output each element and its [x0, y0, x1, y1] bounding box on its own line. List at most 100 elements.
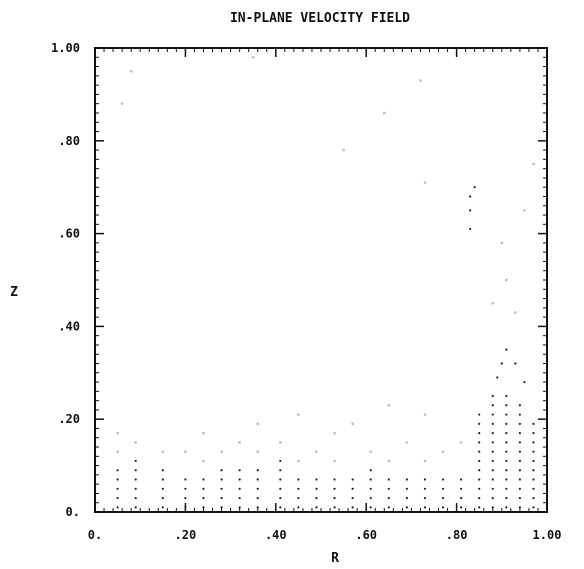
- field-point: [351, 506, 354, 509]
- field-point: [441, 478, 445, 481]
- field-point: [518, 487, 521, 490]
- field-point: [382, 111, 386, 115]
- field-point: [505, 441, 508, 444]
- field-point: [220, 496, 223, 500]
- field-point: [161, 450, 165, 453]
- field-point: [532, 496, 535, 500]
- field-point: [134, 459, 137, 463]
- field-point: [505, 278, 508, 282]
- field-point: [202, 506, 205, 509]
- field-point: [161, 478, 164, 481]
- x-axis: 0. .20 .40 .60 .80 1.00: [88, 48, 561, 542]
- field-point: [491, 301, 495, 305]
- field-point: [523, 380, 526, 384]
- field-point: [238, 506, 241, 509]
- field-point: [478, 441, 481, 444]
- field-point: [220, 506, 223, 509]
- field-point: [184, 506, 187, 509]
- field-point: [251, 55, 255, 59]
- field-point: [532, 450, 535, 453]
- field-point: [202, 431, 205, 435]
- field-point: [369, 469, 372, 472]
- field-point: [184, 478, 187, 481]
- field-point: [505, 432, 508, 435]
- x-axis-label: R: [331, 551, 339, 566]
- field-point: [478, 506, 481, 509]
- y-axis-label: Z: [10, 285, 18, 300]
- field-point: [518, 459, 521, 463]
- field-point: [202, 478, 205, 481]
- field-point: [478, 478, 481, 481]
- field-point: [500, 362, 503, 365]
- field-point: [134, 496, 137, 500]
- field-point: [491, 432, 494, 435]
- field-point: [441, 506, 445, 509]
- field-point: [238, 441, 241, 444]
- field-point: [460, 506, 463, 509]
- field-point: [423, 181, 427, 184]
- field-point: [405, 487, 408, 490]
- field-point: [505, 348, 508, 351]
- field-point: [369, 478, 372, 481]
- field-point: [256, 422, 260, 426]
- field-point: [161, 496, 164, 500]
- x-tick-label: .80: [446, 528, 468, 542]
- field-point: [491, 469, 494, 472]
- field-point: [297, 506, 300, 509]
- chart-title: IN-PLANE VELOCITY FIELD: [230, 11, 410, 26]
- field-point: [505, 459, 508, 463]
- field-point: [532, 469, 535, 472]
- field-point: [491, 459, 494, 463]
- y-tick-label: .80: [58, 134, 80, 148]
- field-point: [460, 478, 463, 481]
- field-point: [369, 496, 372, 500]
- field-point: [279, 478, 282, 481]
- field-point: [238, 469, 241, 472]
- field-point: [220, 469, 223, 472]
- field-point: [441, 450, 445, 453]
- field-point: [279, 469, 282, 472]
- field-point: [423, 413, 427, 416]
- field-point: [351, 422, 354, 426]
- field-point: [333, 487, 336, 490]
- field-point: [505, 469, 508, 472]
- field-point: [532, 459, 535, 463]
- field-point: [333, 459, 336, 463]
- field-point: [116, 450, 119, 453]
- field-point: [315, 450, 318, 453]
- field-point: [532, 162, 535, 166]
- field-point: [460, 487, 463, 490]
- field-point: [496, 376, 499, 379]
- field-point: [184, 487, 187, 490]
- field-point: [238, 496, 241, 500]
- field-point: [532, 422, 535, 425]
- field-point: [202, 487, 205, 490]
- field-point: [161, 487, 164, 490]
- field-point: [532, 487, 535, 490]
- field-point: [351, 487, 354, 490]
- field-point: [279, 496, 282, 500]
- x-tick-label: .60: [355, 528, 377, 542]
- field-point: [523, 209, 526, 212]
- field-point: [491, 441, 494, 444]
- field-point: [532, 441, 535, 444]
- field-point: [297, 496, 300, 500]
- field-point: [315, 487, 318, 490]
- field-point: [342, 148, 345, 152]
- field-point: [441, 487, 445, 490]
- field-point: [505, 487, 508, 490]
- field-point: [134, 506, 137, 509]
- y-tick-label: 0.: [66, 505, 80, 519]
- field-point: [220, 450, 223, 453]
- field-point: [387, 478, 390, 481]
- field-point: [478, 432, 481, 435]
- x-tick-label: .40: [265, 528, 287, 542]
- field-point: [161, 506, 164, 509]
- field-point: [419, 79, 422, 82]
- field-point: [423, 506, 427, 509]
- field-point: [256, 496, 259, 500]
- field-point: [518, 478, 521, 481]
- field-point: [478, 422, 481, 425]
- field-point: [491, 496, 494, 500]
- field-point: [491, 413, 494, 416]
